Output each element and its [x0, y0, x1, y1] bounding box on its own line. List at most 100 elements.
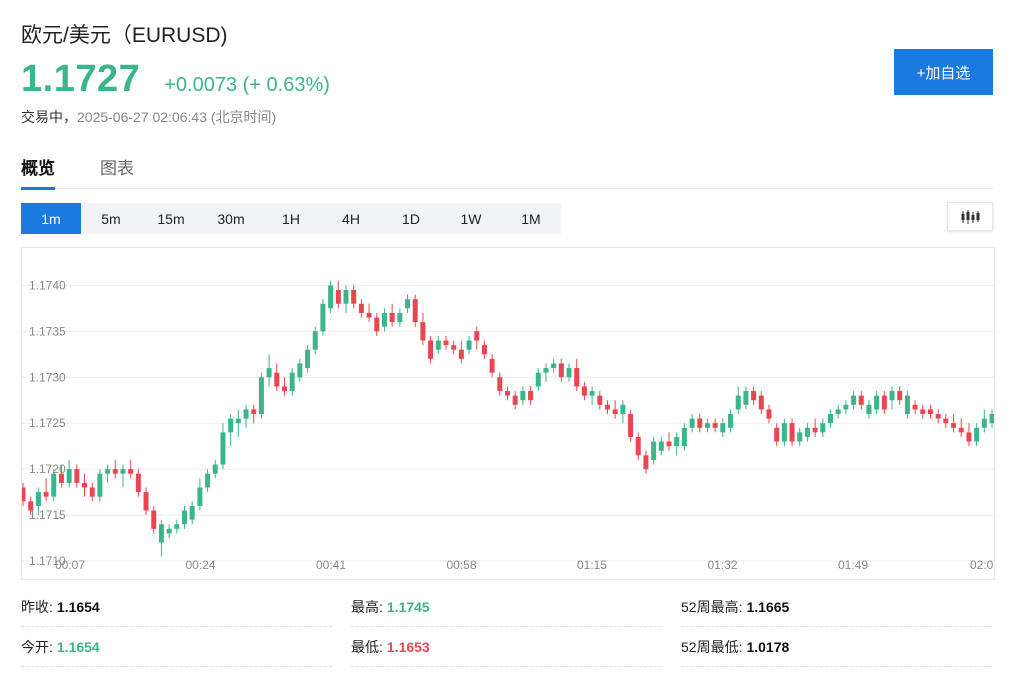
candle: [674, 432, 680, 456]
candle: [474, 326, 480, 350]
candle: [543, 363, 549, 382]
candle: [212, 459, 218, 479]
candle: [297, 358, 303, 382]
price-change: +0.0073 (+ 0.63%): [164, 74, 330, 96]
y-tick-label: 1.1730: [29, 370, 66, 384]
candle: [743, 386, 749, 410]
period-1h[interactable]: 1H: [282, 210, 300, 227]
stat-low: 最低: 1.1653: [351, 627, 662, 667]
y-tick-label: 1.1735: [29, 324, 66, 338]
candle: [66, 459, 72, 488]
candle: [958, 418, 964, 437]
candle: [182, 505, 187, 529]
y-tick-label: 1.1710: [29, 554, 66, 568]
candle: [651, 436, 657, 465]
candle: [966, 423, 972, 447]
candle: [505, 386, 510, 401]
candle: [620, 400, 626, 424]
x-tick-label: 00:41: [316, 558, 346, 572]
candle: [751, 386, 757, 405]
candle: [943, 414, 949, 428]
candle: [197, 478, 203, 511]
stat-value: 1.0178: [746, 638, 790, 655]
candle: [635, 432, 641, 460]
candle: [558, 358, 564, 382]
candle: [312, 326, 318, 355]
candle: [589, 386, 595, 405]
candle: [789, 418, 795, 447]
y-tick-label: 1.1725: [29, 416, 66, 430]
candle: [935, 409, 941, 424]
period-1mo[interactable]: 1M: [521, 210, 541, 227]
candle: [381, 308, 387, 332]
candle: [981, 409, 987, 433]
candle: [89, 482, 95, 502]
trading-status: 交易中，2025-06-27 02:06:43 (北京时间): [21, 107, 276, 127]
candle: [735, 386, 741, 414]
candle: [35, 487, 41, 516]
candle: [758, 391, 764, 414]
candle: [366, 303, 372, 323]
candle: [804, 423, 810, 442]
candle: [520, 386, 526, 405]
candle: [843, 400, 849, 414]
chart-type-button[interactable]: [947, 202, 993, 231]
period-30m[interactable]: 30m: [217, 210, 245, 227]
candle: [974, 423, 980, 447]
candle: [189, 501, 195, 525]
candle: [320, 299, 326, 336]
candle: [420, 312, 426, 346]
candle: [874, 391, 880, 414]
candlestick-chart: 1.1740 1.1735 1.1730 1.1725 1.1720 1.1715 1.17…: [22, 278, 994, 572]
period-5m[interactable]: 5m: [101, 210, 121, 227]
candle: [22, 482, 26, 506]
candle: [158, 519, 164, 557]
y-tick-label: 1.1740: [29, 278, 66, 292]
candle: [581, 381, 587, 401]
stat-value: 1.1654: [56, 638, 100, 655]
candle: [374, 312, 380, 336]
candle: [851, 391, 857, 410]
stat-52w-high: 52周最高: 1.1665: [681, 587, 992, 627]
y-tick-label: 1.1720: [29, 462, 66, 476]
period-1m[interactable]: 1m: [21, 203, 81, 234]
tab-bar: 概览 图表: [21, 150, 993, 190]
candle: [551, 358, 557, 373]
candle: [597, 391, 603, 410]
period-1d[interactable]: 1D: [402, 210, 420, 227]
candle: [251, 404, 257, 424]
period-15m[interactable]: 15m: [157, 210, 185, 227]
candle: [658, 436, 664, 456]
period-1w[interactable]: 1W: [460, 210, 482, 227]
period-4h[interactable]: 4H: [342, 210, 360, 227]
candle: [258, 372, 264, 419]
candle: [435, 335, 441, 355]
candle: [889, 386, 895, 410]
add-watchlist-button[interactable]: +加自选: [894, 49, 993, 95]
stat-high: 最高: 1.1745: [351, 587, 662, 627]
candle: [397, 308, 403, 327]
price-chart[interactable]: 1.1740 1.1735 1.1730 1.1725 1.1720 1.1715 1.17…: [21, 247, 995, 580]
candle: [143, 487, 149, 516]
candle: [389, 303, 395, 327]
tab-overview[interactable]: 概览: [21, 154, 55, 190]
candle: [458, 340, 464, 364]
candlestick-icon: [961, 209, 980, 224]
stat-value: 1.1654: [56, 598, 100, 615]
page-title: 欧元/美元（EURUSD): [21, 24, 228, 47]
candle: [866, 400, 872, 419]
candle: [604, 400, 610, 414]
candle: [305, 345, 311, 373]
candle: [820, 418, 826, 437]
candle: [358, 299, 364, 318]
price-row: 1.1727 +0.0073 (+ 0.63%): [21, 58, 330, 101]
candle: [835, 404, 841, 419]
stat-open: 今开: 1.1654: [21, 627, 332, 667]
candle: [451, 340, 457, 355]
candle: [681, 423, 687, 451]
candle: [612, 400, 618, 419]
candle: [535, 368, 541, 392]
tab-chart[interactable]: 图表: [100, 159, 134, 178]
candle: [328, 280, 334, 313]
x-tick-label: 01:32: [707, 558, 737, 572]
